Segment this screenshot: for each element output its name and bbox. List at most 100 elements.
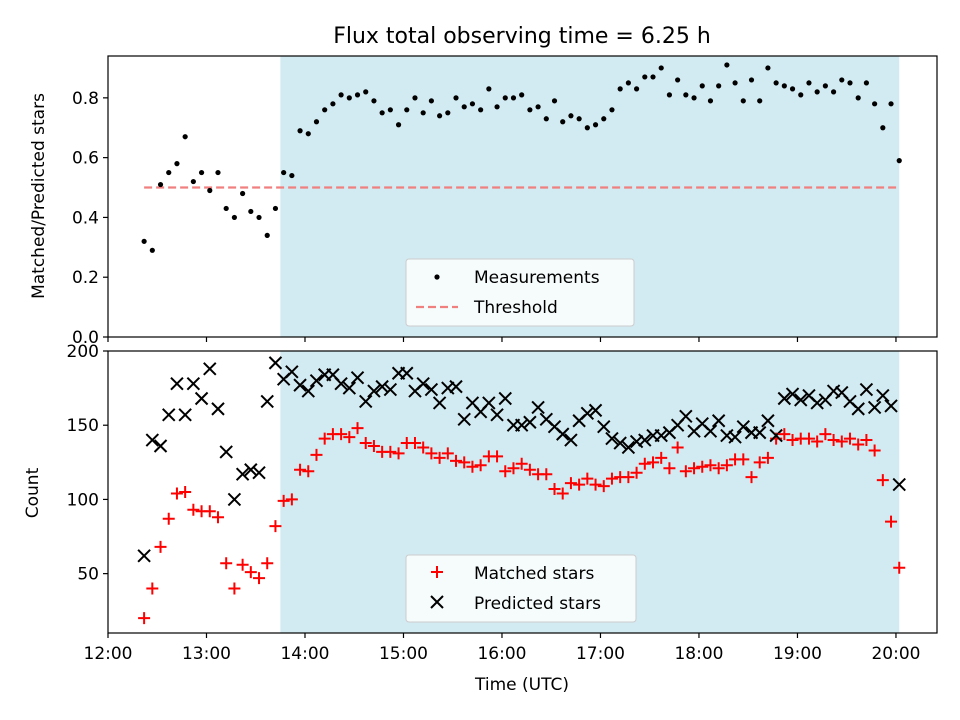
measurement-point [888,101,894,107]
measurement-point [486,86,492,92]
predicted-star-point [342,381,357,395]
bottom-x-tick-label: 18:00 [674,644,723,664]
measurement-point [617,86,623,92]
predicted-star-point [309,373,324,388]
predicted-star-point [531,400,545,415]
measurement-point [338,92,344,98]
predicted-star-point [359,394,373,409]
matched-star-point [310,448,323,461]
matched-star-point [499,465,512,478]
measurement-point [551,98,558,104]
predicted-star-point [162,408,176,422]
measurement-point [666,92,673,98]
matched-star-point [138,612,151,625]
matched-star-point [236,558,249,571]
predicted-star-point [638,433,652,447]
measurement-point [272,205,279,212]
predicted-star-point [621,440,636,455]
matched-star-point [876,474,889,487]
bottom-x-tick-label: 13:00 [182,644,231,664]
measurement-point [601,116,607,122]
matched-star-point [605,472,618,485]
predicted-star-point [194,391,209,406]
bottom-y-tick-label: 100 [67,490,99,510]
predicted-star-point [851,402,865,416]
matched-star-point [761,451,774,464]
predicted-star-point [137,549,151,563]
measurement-point [814,89,820,95]
measurement-point [469,101,476,107]
measurement-point [198,169,205,176]
measurement-point [707,98,714,104]
matched-star-point [745,471,758,484]
bottom-x-tick-label: 16:00 [477,644,526,664]
matched-star-point [630,466,643,479]
bottom-x-tick-label: 17:00 [576,644,625,664]
measurement-point [428,98,434,104]
measurement-point [691,95,697,101]
predicted-star-point [350,371,365,385]
legend-measurements-marker [434,274,440,280]
matched-star-point [843,432,856,445]
bottom-x-tick-label: 20:00 [871,644,920,664]
predicted-star-point [703,424,718,438]
matched-star-point [351,422,364,435]
predicted-star-point [777,391,792,406]
bottom-axes-frame [107,350,938,634]
predicted-star-point [785,387,800,401]
matched-star-point [187,503,200,516]
measurement-point [174,161,180,167]
measurement-point [658,65,664,71]
measurement-point [896,158,902,164]
predicted-star-point [859,382,874,397]
matched-star-point [597,480,610,493]
matched-star-point [819,428,832,441]
predicted-star-point [892,477,906,492]
legend-predicted-marker [430,595,444,609]
measurement-point [453,95,459,101]
top-panel: 0.0 0.2 0.4 0.6 0.8 [72,55,938,348]
measurement-point [330,101,336,107]
matched-star-point [417,441,430,454]
chart-title: Flux total observing time = 6.25 h [333,24,711,49]
measurement-point [502,95,508,101]
predicted-star-point [244,463,258,477]
predicted-star-point [260,394,274,409]
measurement-point [519,92,525,98]
matched-star-point [367,439,380,452]
top-y-tick-label: 0.2 [72,268,99,288]
legend-predicted-label: Predicted stars [474,594,601,614]
measurement-point [576,116,582,122]
predicted-star-point [227,492,242,507]
matched-star-point [318,432,331,445]
matched-star-point [302,465,315,478]
measurement-point [625,80,631,86]
matched-star-point [170,487,183,500]
matched-star-point [154,540,167,553]
measurement-point [510,95,517,101]
matched-star-point [696,460,709,473]
predicted-star-point [449,379,463,394]
measurement-point [880,125,886,131]
matched-star-point [244,566,257,579]
matched-star-point [548,483,561,496]
matched-star-point [277,494,290,507]
predicted-star-point [498,391,512,406]
matched-star-point [802,432,815,445]
matched-star-point [294,463,307,476]
top-axes-frame [107,55,938,338]
measurement-point [789,86,796,92]
matched-star-point [441,447,454,460]
matched-star-point [688,462,701,475]
matched-star-point [384,445,397,458]
top-y-tick-label: 0.6 [72,149,99,169]
measurement-point [773,80,779,86]
measurement-point [839,77,845,83]
matched-star-point [515,457,528,470]
measurement-point [822,83,828,89]
measurement-point [166,169,172,176]
measurement-point [494,104,500,110]
measurement-point [699,83,705,89]
measurement-point [437,113,443,119]
predicted-star-point [580,406,595,421]
